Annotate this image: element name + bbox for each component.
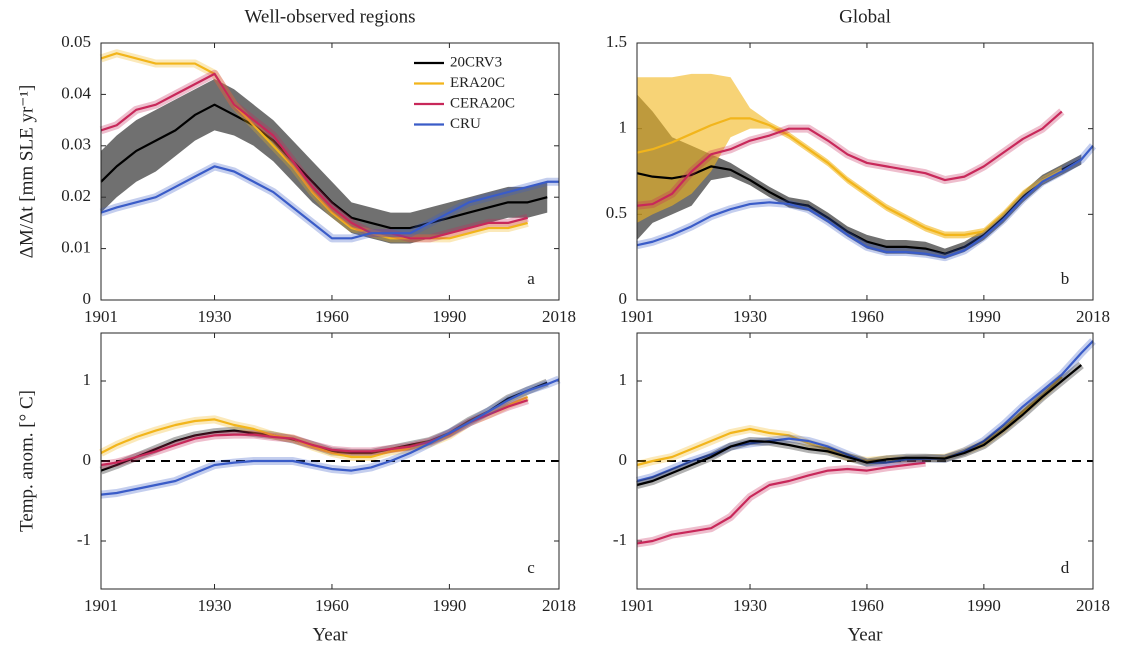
line <box>100 165 559 240</box>
x-tick-label: 1930 <box>198 596 232 615</box>
x-axis-label: Year <box>312 624 348 645</box>
x-tick-label: 1990 <box>432 596 466 615</box>
line <box>100 399 529 467</box>
x-tick-label: 2018 <box>1076 596 1110 615</box>
line <box>636 364 1083 487</box>
y-tick-label: 0 <box>619 289 628 308</box>
line-halo <box>636 458 926 548</box>
panel: Year -1 0 1 1901 1930 1960 1990 2018 d <box>613 332 1110 645</box>
y-tick-label: 0 <box>83 289 92 308</box>
axes-frame <box>636 42 1094 301</box>
panel-label: b <box>1061 269 1070 288</box>
y-tick-label: 0.02 <box>61 186 91 205</box>
panel: Temp. anom. [° C] Year -1 0 1 1901 1930 1960 199… <box>16 332 576 645</box>
line <box>100 52 528 240</box>
x-tick-label: 1990 <box>967 307 1001 326</box>
line <box>636 461 926 545</box>
line <box>100 72 528 240</box>
y-axis-label: ΔM/Δt [mm SLE yr⁻¹] <box>16 85 37 259</box>
line <box>636 145 1094 259</box>
x-tick-label: 2018 <box>542 596 576 615</box>
line <box>636 117 1063 236</box>
x-tick-label: 1960 <box>850 307 884 326</box>
axes-frame <box>636 332 1094 590</box>
panel-title: Well-observed regions <box>245 6 416 27</box>
x-tick-label: 1990 <box>432 307 466 326</box>
y-tick-label: 0.03 <box>61 135 91 154</box>
x-tick-label: 1901 <box>84 307 118 326</box>
legend-label: 20CRV3 <box>450 54 502 70</box>
y-tick-label: 1 <box>83 370 92 389</box>
panel-title: Global <box>839 6 891 27</box>
uncertainty-band <box>637 73 1062 239</box>
line <box>636 158 1082 255</box>
y-tick-label: -1 <box>77 530 91 549</box>
y-tick-label: 0.5 <box>606 203 627 222</box>
line-halo <box>100 375 561 499</box>
uncertainty-band <box>101 78 548 244</box>
x-tick-label: 2018 <box>1076 307 1110 326</box>
x-tick-label: 1930 <box>733 596 767 615</box>
panel-label: a <box>527 269 535 288</box>
y-tick-label: 0 <box>619 450 628 469</box>
panel-label: c <box>527 558 535 577</box>
x-tick-label: 1930 <box>198 307 232 326</box>
x-axis-label: Year <box>847 624 883 645</box>
x-tick-label: 1960 <box>315 307 349 326</box>
panel-label: d <box>1061 558 1070 577</box>
axes-frame <box>100 42 560 301</box>
y-tick-label: 1 <box>619 118 628 137</box>
line <box>636 110 1063 207</box>
x-tick-label: 1960 <box>315 596 349 615</box>
y-tick-label: 0.01 <box>61 238 91 257</box>
legend-label: CERA20C <box>450 95 515 111</box>
y-tick-label: -1 <box>613 530 627 549</box>
y-tick-label: 0.04 <box>61 83 91 102</box>
uncertainty-band <box>637 94 1082 259</box>
x-tick-label: 1990 <box>967 596 1001 615</box>
x-tick-label: 1960 <box>850 596 884 615</box>
x-tick-label: 1901 <box>620 307 654 326</box>
line <box>100 378 560 496</box>
y-tick-label: 0 <box>83 450 92 469</box>
legend-label: ERA20C <box>450 75 505 91</box>
y-tick-label: 0.05 <box>61 32 91 51</box>
legend-label: CRU <box>450 116 481 132</box>
line <box>100 103 548 230</box>
x-tick-label: 1901 <box>620 596 654 615</box>
y-axis-label: Temp. anom. [° C] <box>16 390 37 532</box>
panel: Global 0 0.5 1 1.5 1901 1930 1960 1990 2018 b <box>606 6 1110 326</box>
axes-frame <box>100 332 560 590</box>
x-tick-label: 1901 <box>84 596 118 615</box>
x-tick-label: 1930 <box>733 307 767 326</box>
line-halo <box>100 396 529 469</box>
x-tick-label: 2018 <box>542 307 576 326</box>
panel: Well-observed regions ΔM/Δt [mm SLE yr⁻¹]… <box>16 6 576 326</box>
y-tick-label: 1 <box>619 370 628 389</box>
y-tick-label: 1.5 <box>606 32 627 51</box>
